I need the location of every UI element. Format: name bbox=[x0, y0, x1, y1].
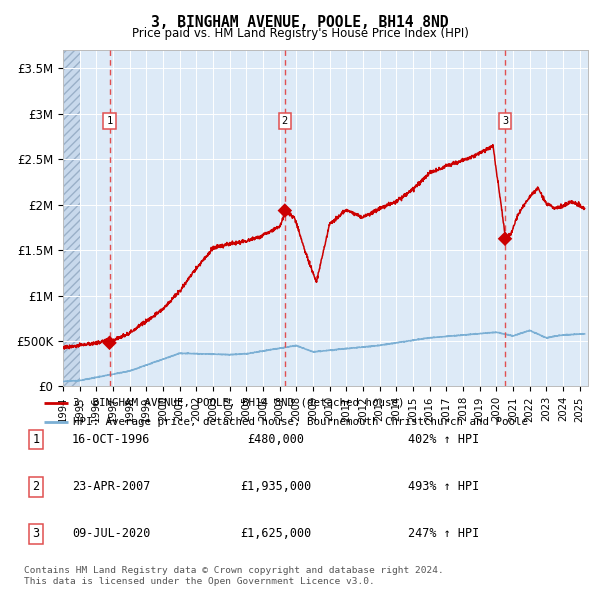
Point bbox=[500, 234, 510, 244]
Text: £1,935,000: £1,935,000 bbox=[241, 480, 311, 493]
Text: 2: 2 bbox=[32, 480, 40, 493]
Text: £480,000: £480,000 bbox=[248, 433, 305, 446]
Text: Price paid vs. HM Land Registry's House Price Index (HPI): Price paid vs. HM Land Registry's House … bbox=[131, 27, 469, 40]
Text: 1: 1 bbox=[106, 116, 113, 126]
Text: 3: 3 bbox=[32, 527, 40, 540]
Text: 16-OCT-1996: 16-OCT-1996 bbox=[72, 433, 150, 446]
Text: Contains HM Land Registry data © Crown copyright and database right 2024.
This d: Contains HM Land Registry data © Crown c… bbox=[24, 566, 444, 586]
Text: 3, BINGHAM AVENUE, POOLE, BH14 8ND (detached house): 3, BINGHAM AVENUE, POOLE, BH14 8ND (deta… bbox=[73, 398, 405, 408]
Text: 493% ↑ HPI: 493% ↑ HPI bbox=[408, 480, 479, 493]
Text: 1: 1 bbox=[32, 433, 40, 446]
Text: 3, BINGHAM AVENUE, POOLE, BH14 8ND: 3, BINGHAM AVENUE, POOLE, BH14 8ND bbox=[151, 15, 449, 30]
Text: HPI: Average price, detached house, Bournemouth Christchurch and Poole: HPI: Average price, detached house, Bour… bbox=[73, 417, 528, 427]
Text: 09-JUL-2020: 09-JUL-2020 bbox=[72, 527, 150, 540]
Text: 2: 2 bbox=[282, 116, 288, 126]
Point bbox=[105, 338, 115, 348]
Text: £1,625,000: £1,625,000 bbox=[241, 527, 311, 540]
Text: 3: 3 bbox=[502, 116, 508, 126]
Text: 23-APR-2007: 23-APR-2007 bbox=[72, 480, 150, 493]
Bar bbox=[63, 50, 80, 386]
Point bbox=[280, 206, 290, 215]
Text: 247% ↑ HPI: 247% ↑ HPI bbox=[408, 527, 479, 540]
Text: 402% ↑ HPI: 402% ↑ HPI bbox=[408, 433, 479, 446]
